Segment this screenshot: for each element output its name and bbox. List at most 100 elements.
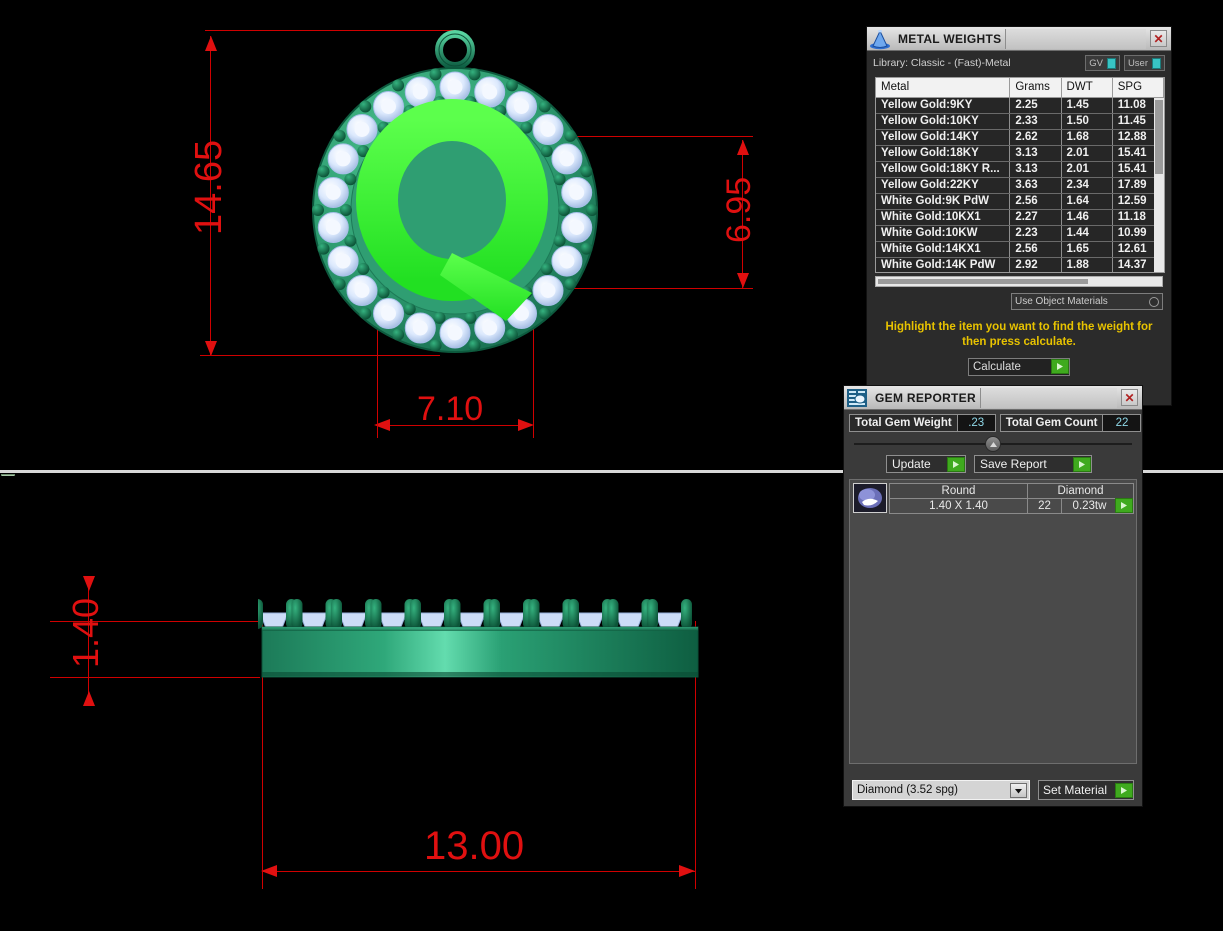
dim-13-00-line	[263, 871, 695, 872]
dim-label-thickness: 1.40	[65, 597, 106, 668]
dim-6-95-ext-top	[535, 136, 753, 137]
calculate-button[interactable]: Calculate	[968, 357, 1070, 376]
prong	[403, 303, 416, 316]
metal-weights-body: Library: Classic - (Fast)-Metal GV User …	[867, 51, 1171, 376]
total-gem-weight-field[interactable]: Total Gem Weight .23	[849, 414, 996, 432]
set-material-button[interactable]: Set Material	[1038, 780, 1134, 800]
table-row[interactable]: Yellow Gold:18KY 3.13 2.01 15.41	[876, 145, 1164, 162]
side-prong	[370, 599, 382, 629]
save-report-button[interactable]: Save Report	[974, 455, 1092, 473]
side-stone	[614, 612, 645, 629]
close-icon[interactable]: ✕	[1121, 389, 1138, 406]
metal-name: Yellow Gold:18KY R...	[876, 161, 1011, 178]
side-prong	[568, 599, 579, 629]
metal-weights-titlebar[interactable]: METAL WEIGHTS ✕	[867, 27, 1171, 51]
dim-14-65-line	[210, 36, 211, 356]
side-stone	[575, 612, 605, 629]
toggle-user[interactable]: User	[1123, 55, 1165, 71]
table-row[interactable]: Yellow Gold:9KY 2.25 1.45 11.08	[876, 97, 1164, 114]
total-gem-count-label: Total Gem Count	[1005, 417, 1098, 429]
prong	[317, 242, 330, 255]
close-icon[interactable]: ✕	[1150, 30, 1167, 47]
toggle-gv[interactable]: GV	[1085, 55, 1120, 71]
grams-value: 2.56	[1009, 241, 1062, 258]
halo-stone-table	[447, 79, 463, 95]
table-row[interactable]: White Gold:14KX1 2.56 1.65 12.61	[876, 241, 1164, 258]
total-gem-count-value: 22	[1102, 415, 1141, 431]
dim-13-00-arrow-right	[679, 865, 695, 877]
table-row[interactable]: White Gold:9K PdW 2.56 1.64 12.59	[876, 193, 1164, 210]
go-arrow-icon[interactable]	[1051, 359, 1069, 375]
radio-icon[interactable]	[1149, 296, 1159, 307]
table-row[interactable]: Yellow Gold:14KY 2.62 1.68 12.88	[876, 129, 1164, 146]
metal-table-container[interactable]: Metal Grams DWT SPG Yellow Gold:9KY 2.25 1…	[875, 77, 1165, 273]
col-header-grams[interactable]: Grams	[1009, 78, 1062, 98]
halo-stone-table	[514, 306, 529, 321]
gem-reporter-title: GEM REPORTER	[875, 390, 976, 405]
side-stone	[496, 612, 526, 629]
collapse-toggle-button[interactable]	[985, 436, 1001, 452]
prong	[464, 311, 477, 324]
grams-value: 2.27	[1009, 209, 1062, 226]
go-arrow-icon[interactable]	[947, 456, 965, 472]
metal-weights-panel[interactable]: METAL WEIGHTS ✕ Library: Classic - (Fast…	[866, 26, 1172, 406]
list-item[interactable]: Round Diamond 1.40 X 1.40 22 0.23tw	[850, 480, 1136, 517]
gem-list[interactable]: Round Diamond 1.40 X 1.40 22 0.23tw	[849, 479, 1137, 764]
gem-item-value-row: 1.40 X 1.40 22 0.23tw	[889, 498, 1134, 514]
prong	[586, 204, 598, 216]
col-header-metal[interactable]: Metal	[876, 78, 1011, 98]
table-header-row: Metal Grams DWT SPG	[876, 78, 1164, 98]
prong	[359, 100, 372, 113]
dwt-value: 1.64	[1061, 193, 1113, 210]
side-stone	[417, 612, 447, 629]
total-gem-count-field[interactable]: Total Gem Count 22	[999, 414, 1142, 432]
gem-reporter-panel[interactable]: GEM REPORTER ✕ Total Gem Weight .23 Tota…	[843, 385, 1143, 807]
halo-stone-table	[354, 283, 370, 298]
material-select[interactable]: Diamond (3.52 spg)	[852, 780, 1030, 800]
table-row[interactable]: Yellow Gold:18KY R... 3.13 2.01 15.41	[876, 161, 1164, 178]
table-row[interactable]: Yellow Gold:22KY 3.63 2.34 17.89	[876, 177, 1164, 194]
dwt-value: 1.44	[1061, 225, 1113, 242]
viewport-divider[interactable]	[0, 470, 1223, 473]
table-row[interactable]: White Gold:10KW 2.23 1.44 10.99	[876, 225, 1164, 242]
metal-name: Yellow Gold:9KY	[876, 97, 1011, 114]
gem-reporter-titlebar[interactable]: GEM REPORTER ✕	[844, 386, 1142, 410]
prong	[538, 100, 551, 113]
halo-stone-table	[412, 320, 428, 336]
dim-13-00-arrow-left	[261, 865, 277, 877]
metal-table-vscrollbar[interactable]	[1154, 98, 1164, 272]
update-button[interactable]: Update	[886, 455, 966, 473]
halo-stone-table	[514, 99, 529, 114]
side-stone	[456, 612, 487, 629]
halo-stone-table	[447, 325, 463, 341]
library-label: Library: Classic - (Fast)-Metal	[873, 57, 1011, 69]
go-arrow-icon[interactable]	[1115, 782, 1133, 798]
halo-stone-table	[381, 99, 396, 114]
prong	[312, 204, 324, 216]
metal-library-bar: Library: Classic - (Fast)-Metal GV User	[867, 51, 1171, 75]
spg-value: 14.37	[1112, 257, 1164, 272]
metal-table-hscrollbar[interactable]	[875, 276, 1163, 287]
pendant-side-view[interactable]	[258, 591, 702, 681]
col-header-spg[interactable]: SPG	[1112, 78, 1164, 98]
chevron-down-icon[interactable]	[1010, 783, 1027, 798]
dim-6-95-ext-bottom	[535, 288, 753, 289]
use-object-materials-option[interactable]: Use Object Materials	[1011, 293, 1163, 310]
table-row[interactable]: White Gold:10KX1 2.27 1.46 11.18	[876, 209, 1164, 226]
col-header-dwt[interactable]: DWT	[1061, 78, 1113, 98]
pendant-front-view[interactable]	[300, 25, 610, 365]
metal-table-hscroll-thumb[interactable]	[878, 279, 1088, 284]
gem-item-go-arrow-icon[interactable]	[1115, 498, 1133, 513]
prong	[429, 68, 442, 81]
metal-table-vscroll-thumb[interactable]	[1155, 100, 1163, 174]
table-row[interactable]: Yellow Gold:10KY 2.33 1.50 11.45	[876, 113, 1164, 130]
go-arrow-icon[interactable]	[1073, 456, 1091, 472]
prong	[580, 165, 593, 178]
prong	[553, 173, 566, 186]
dwt-value: 2.01	[1061, 145, 1113, 162]
halo-stone-table	[540, 283, 556, 298]
halo-stone-table	[381, 306, 396, 321]
table-row[interactable]: White Gold:14K PdW 2.92 1.88 14.37	[876, 257, 1164, 272]
prong	[558, 204, 570, 216]
